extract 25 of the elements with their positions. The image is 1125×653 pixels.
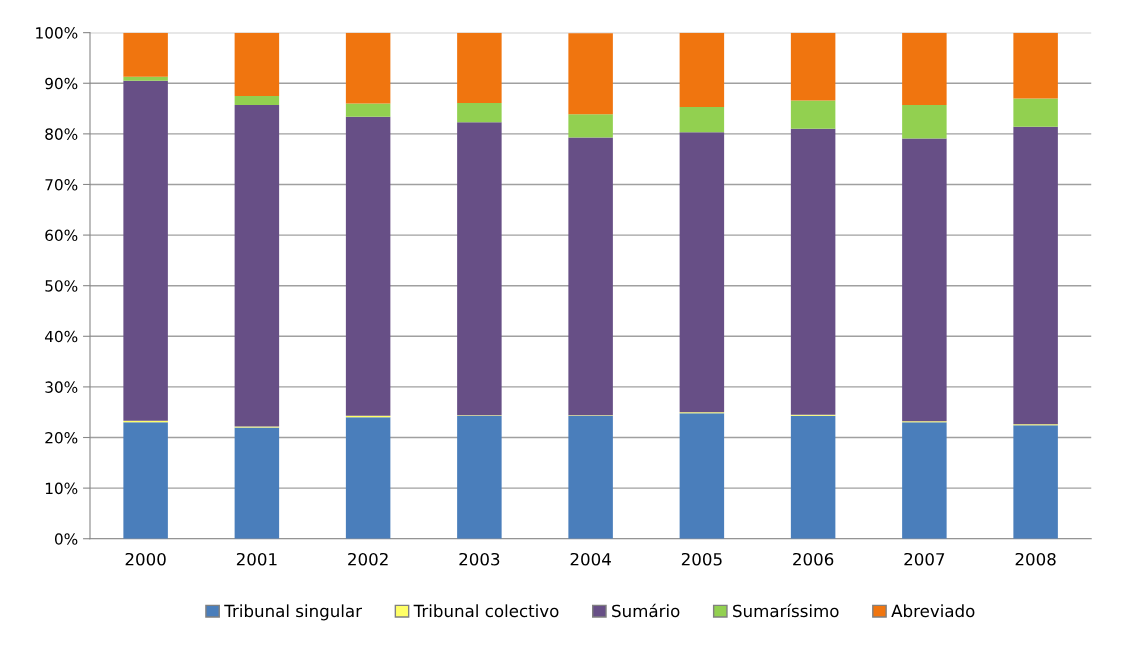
x-tick-label: 2000 (125, 552, 166, 566)
y-tick-label: 10% (45, 482, 78, 495)
x-tick-label: 2007 (904, 552, 945, 566)
x-tick-label: 2002 (348, 552, 388, 566)
x-tick-label: 2003 (459, 552, 500, 566)
legend-label: Abreviado (891, 604, 975, 618)
x-tick-label: 2004 (570, 552, 611, 566)
y-tick-label: 40% (44, 330, 78, 343)
y-tick-label: 60% (45, 229, 78, 242)
x-tick-label: 2008 (1015, 552, 1056, 566)
legend-label: Sumário (612, 603, 680, 618)
legend-label: Tribunal singular (224, 604, 363, 621)
y-tick-label: 0% (54, 533, 78, 545)
y-tick-label: 30% (45, 381, 78, 393)
y-tick-label: 80% (45, 128, 78, 140)
legend-label: Tribunal colectivo (413, 604, 559, 618)
legend-label: Sumaríssimo (733, 603, 839, 618)
y-tick-label: 70% (45, 178, 78, 191)
x-tick-label: 2001 (236, 552, 277, 566)
x-tick-label: 2006 (793, 552, 834, 566)
y-tick-label: 100% (36, 27, 78, 39)
y-tick-label: 20% (45, 431, 78, 444)
x-tick-label: 2005 (681, 552, 722, 566)
y-tick-label: 90% (45, 77, 78, 90)
y-tick-label: 50% (45, 280, 78, 292)
